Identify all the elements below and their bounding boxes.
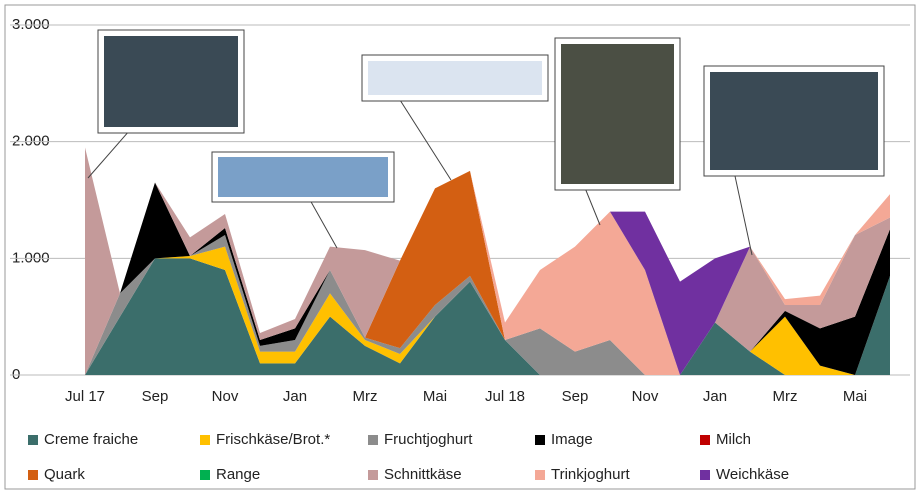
x-tick-label: Jan — [703, 388, 727, 405]
thumbnail-image — [368, 61, 542, 95]
x-tick-label: Mrz — [353, 388, 378, 405]
legend: Creme fraiche Frischkäse/Brot.* Fruchtjogh… — [28, 431, 789, 483]
thumbnail-image — [104, 36, 238, 127]
y-tick-label: 3.000 — [12, 16, 50, 33]
x-tick-label: Jul 18 — [485, 388, 525, 405]
x-tick-label: Sep — [562, 388, 589, 405]
callouts — [87, 29, 885, 256]
plot-area: 0 1.000 2.000 3.000 Jul 17 Sep Nov Jan Mrz Mai Jul… — [10, 16, 910, 405]
thumbnail-image — [561, 44, 674, 184]
legend-swatch — [368, 435, 378, 445]
legend-swatch — [700, 470, 710, 480]
x-tick-label: Nov — [212, 388, 239, 405]
legend-swatch — [535, 470, 545, 480]
area — [85, 258, 890, 375]
y-tick-label: 1.000 — [12, 249, 50, 266]
legend-label: Frischkäse/Brot.* — [216, 431, 330, 448]
legend-swatch — [535, 435, 545, 445]
x-tick-label: Jan — [283, 388, 307, 405]
x-tick-label: Mai — [423, 388, 447, 405]
legend-swatch — [368, 470, 378, 480]
legend-swatch — [28, 435, 38, 445]
callout-pointer — [87, 129, 131, 179]
y-tick-label: 2.000 — [12, 133, 50, 150]
thumbnail-image — [710, 72, 878, 170]
legend-swatch — [28, 470, 38, 480]
legend-label: Weichkäse — [716, 466, 789, 483]
legend-label: Trinkjoghurt — [551, 466, 630, 483]
x-tick-label: Sep — [142, 388, 169, 405]
legend-swatch — [200, 435, 210, 445]
x-tick-label: Mrz — [773, 388, 798, 405]
legend-label: Quark — [44, 466, 85, 483]
legend-label: Milch — [716, 431, 751, 448]
legend-label: Fruchtjoghurt — [384, 431, 473, 448]
area — [85, 170, 890, 375]
legend-swatch — [700, 435, 710, 445]
legend-label: Creme fraiche — [44, 431, 138, 448]
legend-label: Image — [551, 431, 593, 448]
area — [85, 235, 890, 375]
area — [85, 147, 890, 375]
x-tick-label: Nov — [632, 388, 659, 405]
area — [85, 246, 890, 375]
legend-label: Range — [216, 466, 260, 483]
y-tick-label: 0 — [12, 366, 20, 383]
thumbnail-image — [218, 157, 388, 197]
legend-label: Schnittkäse — [384, 466, 462, 483]
x-tick-label: Mai — [843, 388, 867, 405]
x-tick-label: Jul 17 — [65, 388, 105, 405]
legend-swatch — [200, 470, 210, 480]
